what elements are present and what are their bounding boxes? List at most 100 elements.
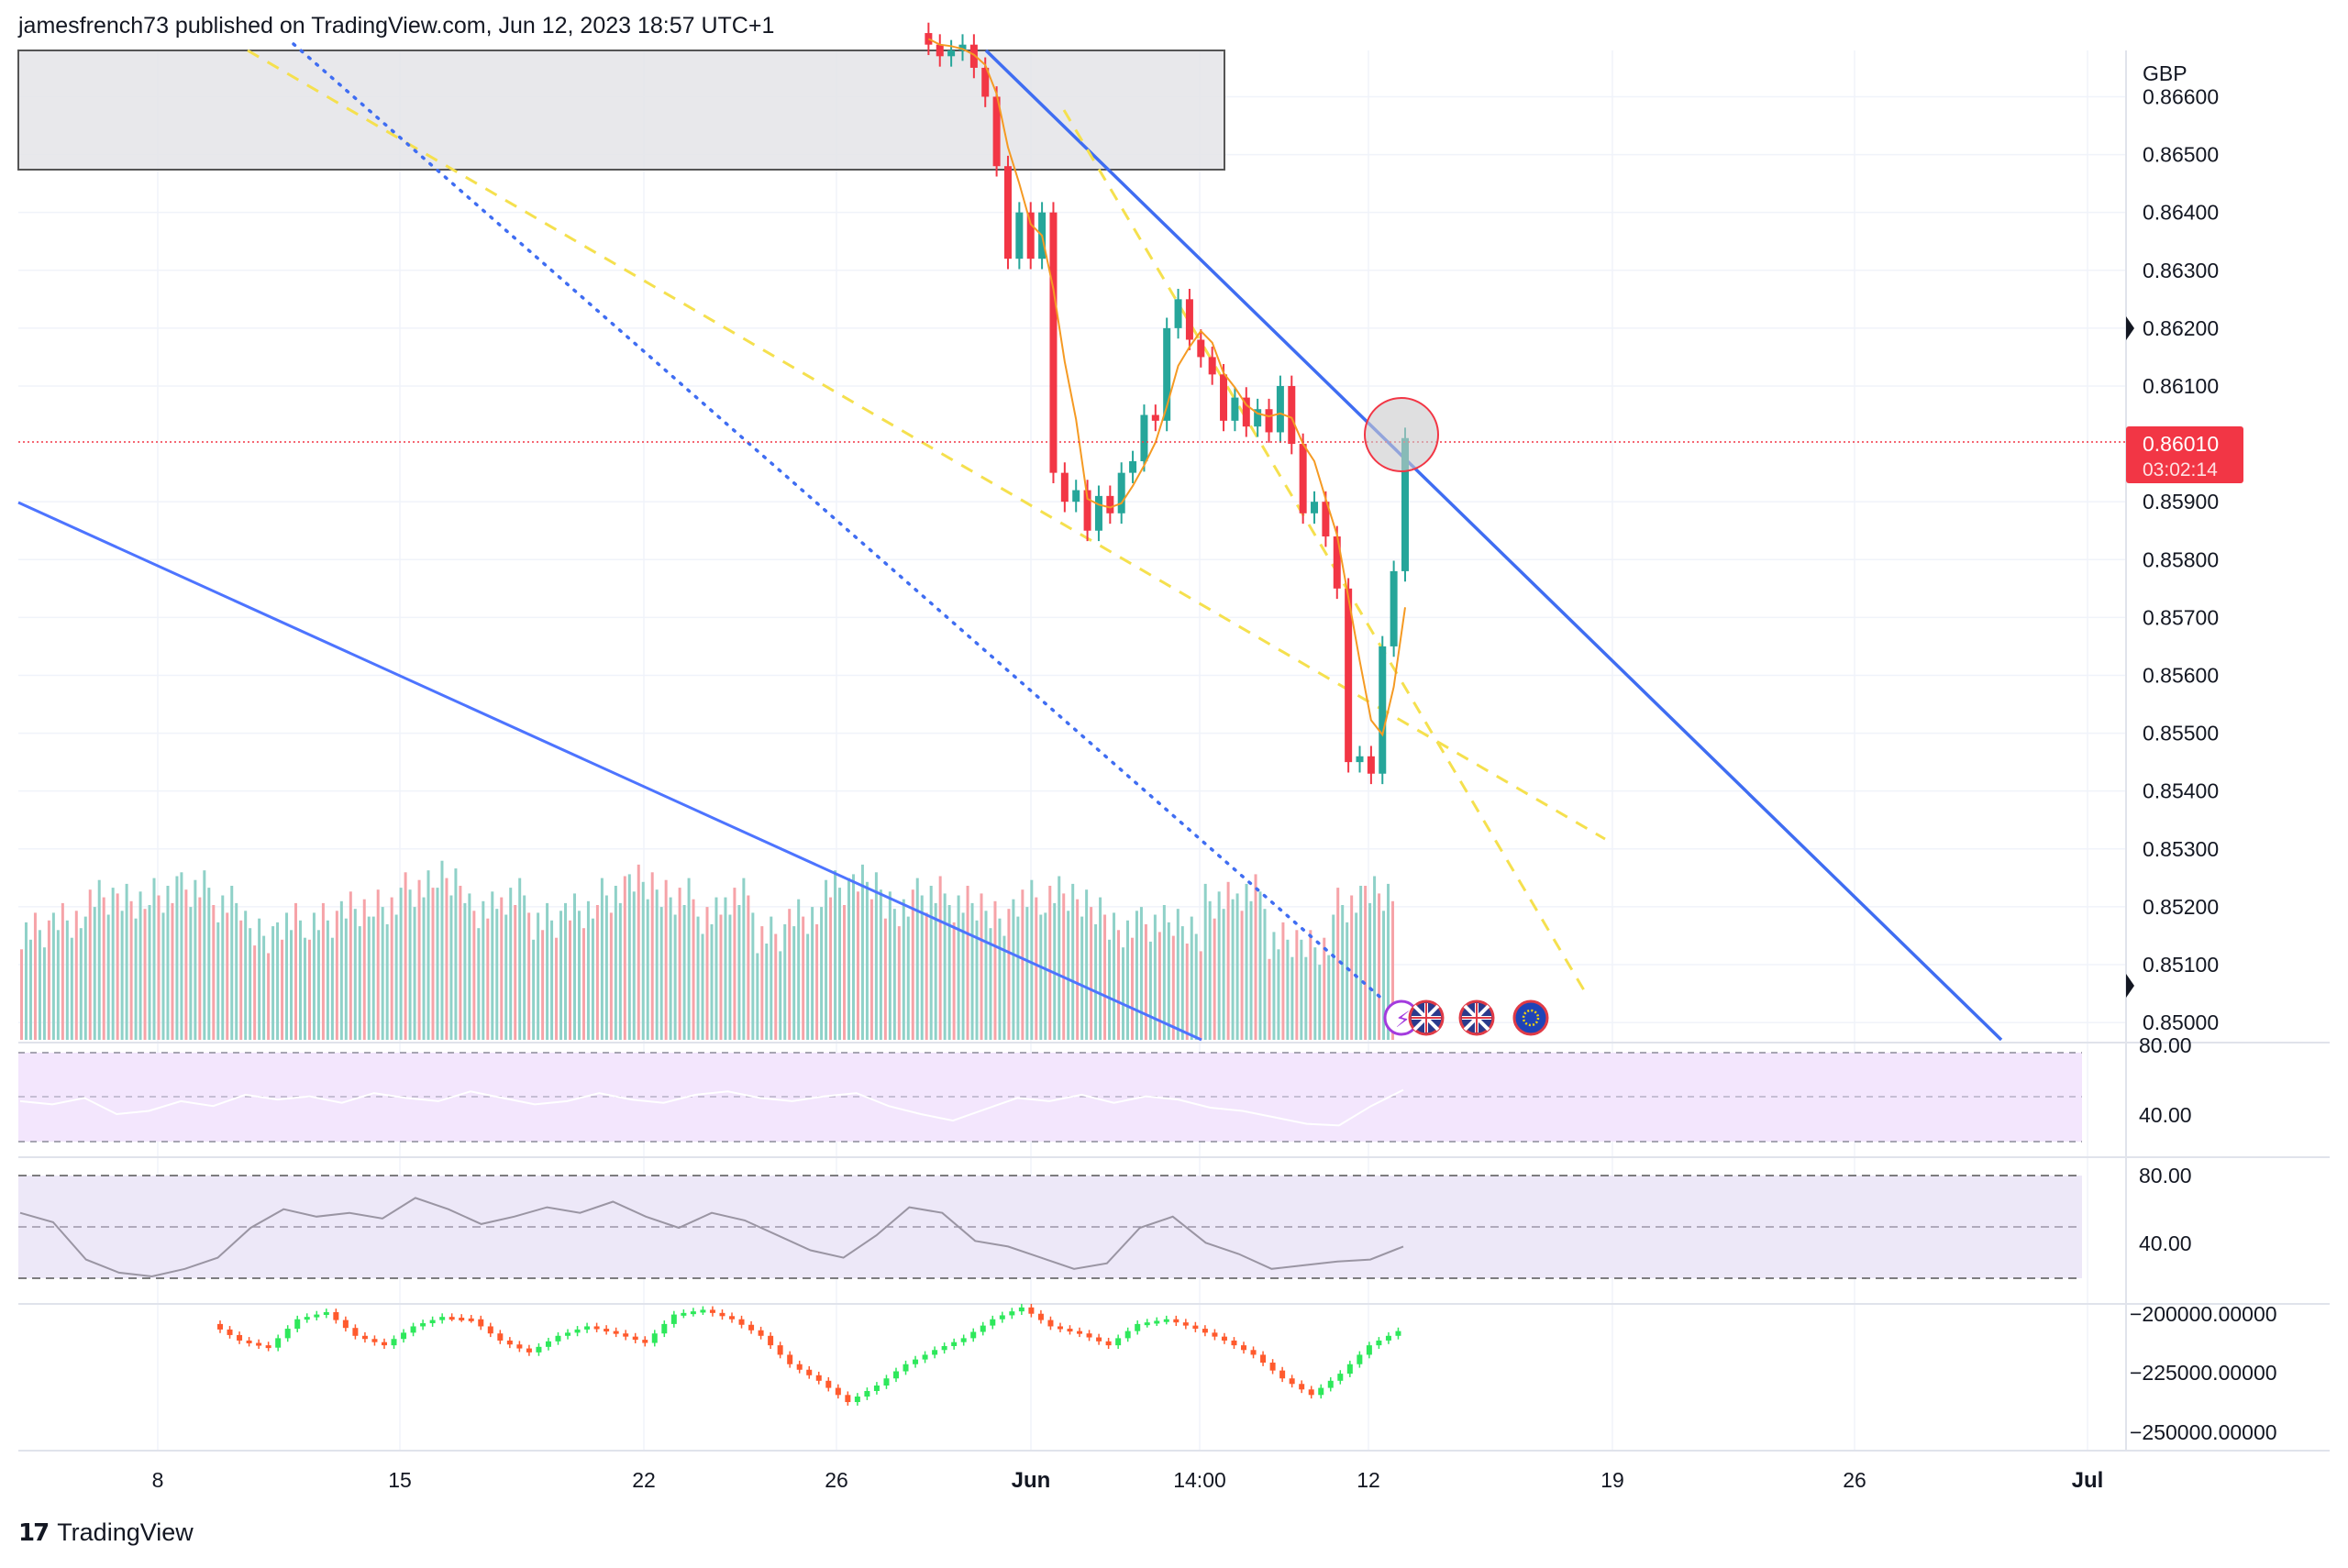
volume-bar: [993, 900, 997, 1040]
osc-candle: [1327, 1380, 1334, 1388]
supply-zone-box[interactable]: [17, 50, 1225, 171]
volume-bar: [925, 912, 928, 1040]
volume-bar: [518, 878, 522, 1040]
volume-bar: [148, 905, 151, 1040]
tradingview-logo-text: TradingView: [57, 1518, 194, 1546]
dotted-trendline[interactable]: [292, 42, 1387, 1003]
tradingview-logo[interactable]: 17 TradingView: [18, 1518, 194, 1547]
volume-bar: [815, 924, 819, 1040]
volume-bar: [47, 920, 50, 1040]
osc-candle: [719, 1312, 725, 1317]
osc-candle: [903, 1364, 909, 1372]
volume-bar: [166, 886, 170, 1040]
volume-bar: [1135, 911, 1138, 1040]
price-tick-0: 0.86600: [2143, 84, 2219, 108]
volume-bar: [422, 897, 426, 1040]
price-scroll-arrow-icon[interactable]: [2126, 316, 2134, 340]
osc-candle: [1182, 1322, 1189, 1326]
volume-bar: [586, 900, 590, 1040]
volume-bar: [20, 949, 23, 1040]
volume-bar: [143, 909, 147, 1040]
volume-bar: [1048, 886, 1052, 1040]
volume-bar: [390, 897, 393, 1040]
volume-bar: [1130, 937, 1134, 1040]
osc-candle: [845, 1395, 851, 1403]
volume-bar: [326, 920, 329, 1040]
volume-bar: [705, 907, 709, 1040]
volume-bar: [262, 935, 266, 1040]
candle: [1254, 409, 1262, 427]
osc-candle: [1077, 1331, 1083, 1334]
candle: [1231, 397, 1239, 421]
volume-bar: [362, 899, 366, 1040]
price-tick-1: 0.86500: [2143, 143, 2219, 167]
osc-candle: [835, 1387, 841, 1396]
time-tick-7: 19: [1600, 1468, 1624, 1492]
volume-bar: [394, 914, 398, 1040]
dashed-channel-lower[interactable]: [1062, 109, 1589, 996]
candle: [1356, 756, 1364, 763]
volume-bar: [353, 909, 357, 1040]
volume-bar: [1090, 907, 1093, 1040]
event-markers[interactable]: ⚡: [1383, 999, 1549, 1036]
volume-bar: [1053, 902, 1057, 1040]
volume-bar: [1157, 932, 1161, 1040]
osc-candle: [1009, 1311, 1015, 1316]
volume-bar: [330, 937, 334, 1040]
volume-bar: [125, 883, 128, 1040]
volume-bar: [577, 911, 581, 1040]
eu-flag-icon[interactable]: [1512, 999, 1549, 1036]
volume-bar: [230, 886, 234, 1040]
volume-bar: [1213, 918, 1216, 1040]
volume-bar: [1016, 916, 1020, 1040]
pane-separators: [18, 50, 2330, 1452]
volume-bar: [1254, 874, 1257, 1040]
osc-candle: [381, 1342, 387, 1346]
candle: [1003, 166, 1012, 259]
volume-bar: [1295, 930, 1299, 1040]
osc-candle: [980, 1325, 986, 1332]
volume-bar: [88, 889, 92, 1040]
osc-candle: [304, 1317, 310, 1320]
price-scroll-arrow-icon-2[interactable]: [2126, 974, 2134, 998]
osc-candle: [1154, 1320, 1160, 1324]
osc-candle: [1144, 1322, 1150, 1326]
osc-candle: [1308, 1389, 1314, 1396]
volume-bar: [710, 924, 714, 1040]
upper-trendline[interactable]: [984, 49, 2003, 1042]
time-axis[interactable]: 8 15 22 26 Jun 14:00 12 19 26 Jul: [152, 1468, 2104, 1493]
volume-bar: [93, 907, 96, 1040]
osc-candle: [1124, 1331, 1131, 1339]
candle: [1163, 327, 1171, 421]
touch-circle-marker[interactable]: [1364, 397, 1439, 472]
candle: [1345, 588, 1353, 763]
osc-candle: [613, 1331, 619, 1334]
volume-bar: [408, 889, 412, 1040]
oscillator-candles: [217, 1303, 1401, 1406]
price-tick-3: 0.86300: [2143, 259, 2219, 282]
candle: [1151, 414, 1159, 421]
time-tick-6: 12: [1357, 1468, 1380, 1492]
volume-bar: [239, 920, 243, 1040]
osc-candle: [516, 1344, 523, 1349]
osc-candle: [593, 1326, 600, 1330]
volume-bar: [198, 897, 202, 1040]
lower-trendline[interactable]: [17, 501, 1202, 1042]
volume-bar: [1350, 895, 1354, 1040]
volume-bar: [609, 912, 613, 1040]
price-axis[interactable]: 0.86600 0.86500 0.86400 0.86300 0.86200 0.861…: [2143, 84, 2219, 1034]
price-tick-2: 0.86400: [2143, 201, 2219, 225]
volume-bar: [678, 888, 681, 1040]
candle: [1265, 409, 1273, 433]
osc-candle: [864, 1391, 870, 1397]
osc-candle: [449, 1317, 455, 1320]
volume-bar: [719, 914, 723, 1040]
candle: [925, 33, 933, 45]
volume-bar: [1309, 930, 1312, 1040]
osc-candle: [565, 1332, 571, 1336]
candle: [1276, 385, 1284, 433]
osc-candle: [1337, 1374, 1344, 1381]
candle: [1049, 212, 1058, 473]
volume-bar: [655, 889, 659, 1040]
